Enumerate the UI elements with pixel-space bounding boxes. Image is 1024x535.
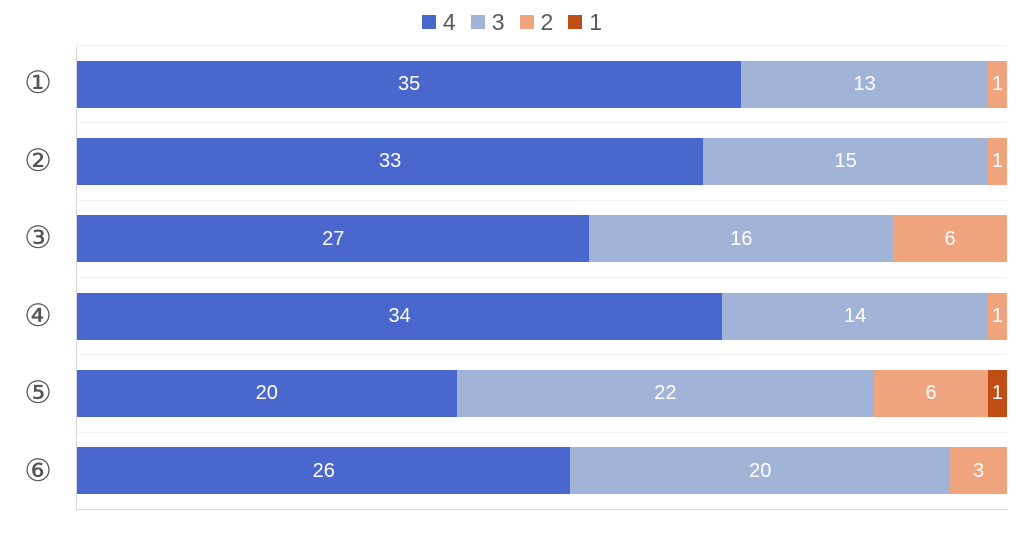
category-label: ⑤ <box>24 375 52 412</box>
chart-row: 35 13 1 <box>77 46 1007 124</box>
bar-segment-series-2: 1 <box>988 137 1007 185</box>
legend-swatch-icon <box>421 15 436 29</box>
category-label: ⑥ <box>24 452 52 489</box>
bar-track: 20 22 6 1 <box>77 369 1007 417</box>
bar-segment-series-4: 35 <box>77 60 742 108</box>
bar-segment-series-3: 22 <box>456 369 875 417</box>
legend-label: 1 <box>589 8 603 35</box>
plot-rows: 35 13 1 33 15 1 27 16 6 34 14 1 20 22 6 1 26 20 3 <box>76 45 1007 510</box>
legend: 4 3 2 1 <box>0 6 1024 38</box>
bar-track: 26 20 3 <box>77 447 1007 495</box>
legend-label: 2 <box>540 8 554 35</box>
bar-segment-series-2: 6 <box>893 215 1007 263</box>
category-labels: ① ② ③ ④ ⑤ ⑥ <box>0 45 76 510</box>
bar-segment-series-4: 20 <box>77 369 457 417</box>
bar-track: 33 15 1 <box>77 137 1007 185</box>
bar-value-label: 1 <box>991 73 1004 96</box>
bar-value-label: 26 <box>312 459 335 482</box>
bar-value-label: 35 <box>398 73 421 96</box>
legend-label: 4 <box>442 8 456 35</box>
category-label: ③ <box>24 220 52 257</box>
bar-segment-series-2: 1 <box>988 292 1007 340</box>
chart-row: 20 22 6 1 <box>77 355 1007 433</box>
bar-value-label: 3 <box>972 459 985 482</box>
category-label: ④ <box>24 297 52 334</box>
bar-value-label: 1 <box>991 382 1004 405</box>
chart-row: 26 20 3 <box>77 433 1007 509</box>
bar-segment-series-3: 16 <box>589 215 894 263</box>
bar-track: 34 14 1 <box>77 292 1007 340</box>
chart-row: 34 14 1 <box>77 278 1007 356</box>
bar-segment-series-2: 1 <box>988 60 1007 108</box>
bar-track: 35 13 1 <box>77 60 1007 108</box>
bar-value-label: 1 <box>991 150 1004 173</box>
bar-value-label: 34 <box>388 305 411 328</box>
category-label: ① <box>24 65 52 102</box>
bar-segment-series-3: 13 <box>741 60 989 108</box>
bar-value-label: 20 <box>255 382 278 405</box>
legend-label: 3 <box>491 8 505 35</box>
bar-value-label: 6 <box>925 382 937 405</box>
bar-segment-series-1: 1 <box>988 369 1007 417</box>
bar-value-label: 16 <box>730 227 753 250</box>
bar-segment-series-3: 15 <box>703 137 988 185</box>
legend-swatch-icon <box>519 15 534 29</box>
bar-track: 27 16 6 <box>77 215 1007 263</box>
bar-segment-series-3: 20 <box>570 447 951 495</box>
bar-segment-series-4: 33 <box>77 137 704 185</box>
bar-value-label: 14 <box>844 305 867 328</box>
bar-value-label: 33 <box>379 150 402 173</box>
bar-segment-series-4: 26 <box>77 447 571 495</box>
bar-value-label: 22 <box>654 382 677 405</box>
bar-value-label: 13 <box>853 73 876 96</box>
legend-item-1: 1 <box>568 8 603 35</box>
chart-row: 33 15 1 <box>77 123 1007 201</box>
bar-value-label: 20 <box>749 459 772 482</box>
bar-segment-series-4: 27 <box>77 215 590 263</box>
legend-item-4: 4 <box>421 8 456 35</box>
bar-value-label: 15 <box>834 150 857 173</box>
bar-value-label: 1 <box>991 305 1004 328</box>
legend-item-2: 2 <box>519 8 554 35</box>
bar-segment-series-2: 3 <box>950 447 1007 495</box>
bar-value-label: 6 <box>944 227 956 250</box>
legend-item-3: 3 <box>470 8 505 35</box>
bar-segment-series-2: 6 <box>874 369 988 417</box>
legend-swatch-icon <box>568 15 583 29</box>
bar-segment-series-3: 14 <box>722 292 988 340</box>
legend-swatch-icon <box>470 15 485 29</box>
bar-segment-series-4: 34 <box>77 292 723 340</box>
category-label: ② <box>24 142 52 179</box>
bar-value-label: 27 <box>322 227 345 250</box>
chart-row: 27 16 6 <box>77 201 1007 278</box>
